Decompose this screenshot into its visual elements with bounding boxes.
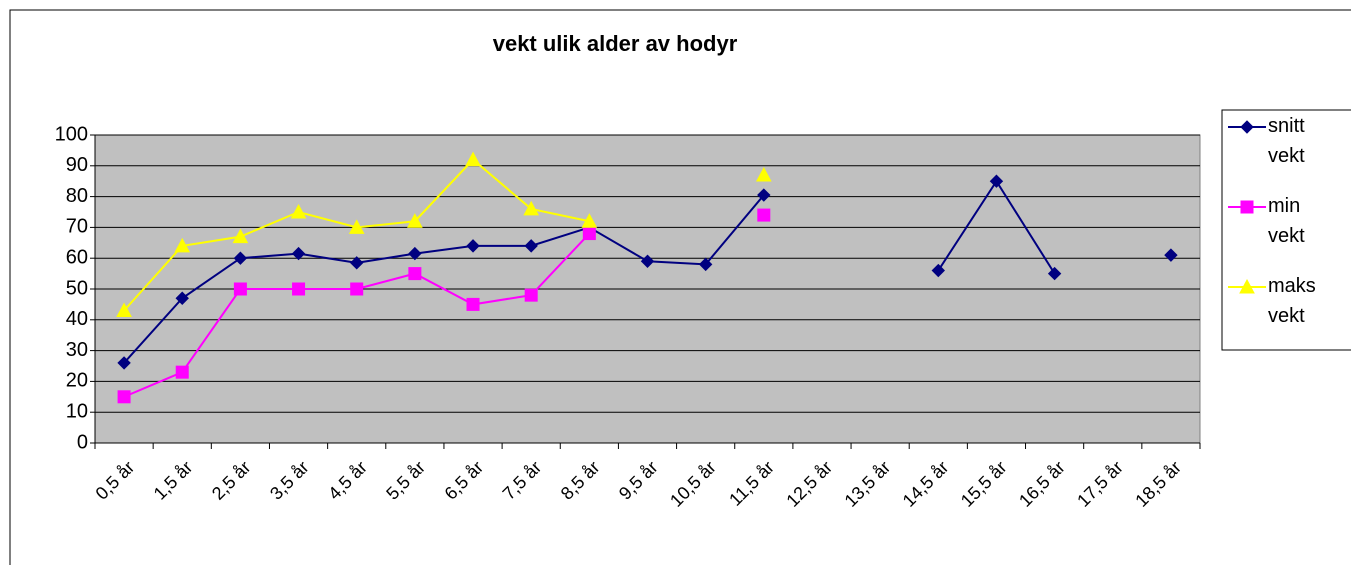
marker	[466, 239, 480, 253]
legend-label: snitt vekt	[1268, 115, 1305, 167]
line	[123, 194, 765, 364]
y-tick-label: 30	[66, 339, 88, 361]
legend-label: min vekt	[1268, 195, 1305, 247]
marker	[1047, 266, 1062, 281]
marker	[640, 254, 655, 268]
marker	[292, 282, 306, 296]
marker	[116, 302, 132, 318]
legend-label-line: vekt	[1268, 305, 1305, 327]
marker	[348, 219, 365, 234]
y-tick-label: 90	[66, 154, 88, 176]
marker	[291, 246, 306, 261]
marker	[233, 251, 248, 265]
chart-title: vekt ulik alder av hodyr	[493, 31, 738, 56]
legend	[1221, 109, 1351, 351]
marker	[466, 297, 480, 311]
y-tick-label: 0	[77, 431, 88, 453]
legend-label-line: snitt	[1268, 115, 1305, 137]
legend-label-line: vekt	[1268, 225, 1305, 247]
marker	[350, 256, 364, 270]
y-tick-label: 10	[66, 400, 88, 422]
marker	[698, 257, 713, 272]
marker	[233, 282, 247, 296]
legend-label: maks vekt	[1268, 275, 1316, 327]
marker	[755, 166, 772, 182]
marker	[465, 151, 481, 167]
marker	[174, 237, 191, 253]
marker	[524, 239, 538, 253]
marker	[1164, 248, 1178, 262]
marker	[1240, 120, 1254, 134]
marker	[117, 356, 131, 370]
y-tick-label: 100	[55, 123, 88, 145]
marker	[757, 208, 771, 222]
y-tick-label: 60	[66, 246, 88, 268]
marker	[350, 282, 364, 296]
marker	[407, 213, 423, 228]
legend-label-line: vekt	[1268, 145, 1305, 167]
marker	[175, 291, 189, 305]
legend-label-line: min	[1268, 195, 1300, 217]
marker	[290, 203, 307, 219]
marker	[523, 200, 540, 216]
y-tick-label: 80	[66, 185, 88, 207]
marker	[989, 174, 1004, 188]
y-tick-label: 50	[66, 277, 88, 299]
marker	[757, 188, 771, 202]
marker	[582, 227, 596, 241]
marker	[117, 390, 131, 404]
marker	[524, 288, 538, 302]
marker	[1240, 200, 1254, 214]
y-tick-label: 70	[66, 216, 88, 238]
y-tick-label: 20	[66, 370, 88, 392]
y-tick-label: 40	[66, 308, 88, 330]
marker	[408, 246, 422, 261]
legend-label-line: maks	[1268, 275, 1316, 297]
marker	[175, 365, 189, 379]
marker	[408, 267, 422, 281]
marker	[1239, 278, 1255, 294]
marker	[931, 263, 945, 278]
marker	[581, 213, 598, 228]
marker	[232, 228, 249, 244]
